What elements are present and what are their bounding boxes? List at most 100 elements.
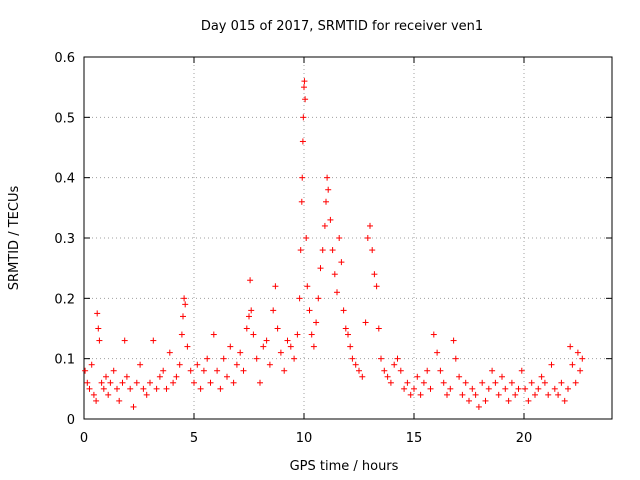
data-point	[512, 391, 519, 398]
data-point	[440, 379, 447, 386]
data-point	[308, 331, 315, 338]
data-point	[394, 355, 401, 362]
x-tick-label: 15	[406, 431, 423, 446]
data-point	[518, 367, 525, 374]
data-point	[345, 331, 351, 338]
data-point	[324, 174, 331, 181]
data-point	[297, 247, 304, 254]
data-point	[574, 349, 581, 356]
data-point	[123, 373, 130, 380]
data-point	[495, 391, 502, 398]
data-point	[317, 265, 324, 272]
data-point	[362, 319, 369, 326]
data-point	[299, 138, 306, 145]
data-point	[260, 343, 267, 350]
data-point	[86, 385, 93, 392]
data-point	[98, 379, 105, 386]
data-point	[414, 373, 421, 380]
data-point	[182, 301, 189, 308]
y-tick-label: 0.6	[54, 51, 75, 66]
data-point	[194, 361, 201, 368]
data-point	[364, 235, 371, 241]
data-point	[107, 379, 114, 386]
data-point	[181, 295, 188, 302]
data-point	[257, 379, 263, 386]
data-point	[338, 259, 345, 266]
data-point	[250, 331, 257, 338]
data-point	[427, 385, 434, 392]
data-point	[294, 331, 301, 338]
data-point	[150, 337, 157, 344]
data-point	[315, 295, 322, 302]
data-point	[538, 373, 545, 380]
data-point	[147, 379, 153, 386]
data-point	[90, 391, 97, 398]
data-point	[579, 355, 586, 362]
data-point	[569, 361, 576, 368]
data-point	[100, 385, 107, 392]
data-point	[220, 355, 227, 362]
data-point	[381, 367, 388, 374]
y-tick-label: 0.4	[54, 172, 75, 187]
data-point	[485, 385, 492, 392]
data-point	[450, 337, 457, 344]
data-point	[137, 361, 144, 368]
data-point	[140, 385, 147, 392]
data-point	[434, 349, 441, 356]
data-point	[378, 355, 384, 362]
data-point	[306, 307, 313, 314]
data-point	[119, 379, 126, 386]
data-point	[373, 283, 380, 290]
data-point	[367, 222, 373, 229]
data-point	[462, 379, 469, 386]
data-point	[472, 391, 479, 398]
y-tick-label: 0.3	[54, 232, 75, 247]
data-point	[401, 385, 408, 392]
data-point	[447, 385, 454, 392]
data-point	[281, 367, 288, 374]
data-point	[93, 397, 100, 404]
chart-title: Day 015 of 2017, SRMTID for receiver ven…	[201, 19, 483, 34]
data-point	[469, 385, 476, 392]
y-axis-label: SRMTID / TECUs	[7, 186, 22, 291]
data-point	[327, 216, 334, 223]
data-point	[558, 379, 565, 386]
data-point	[298, 198, 305, 205]
data-point	[184, 343, 191, 350]
data-point	[170, 379, 177, 386]
data-point	[387, 379, 394, 386]
data-point	[391, 361, 398, 368]
data-point	[502, 385, 509, 392]
data-point	[197, 385, 204, 392]
data-point	[545, 391, 552, 398]
data-point	[528, 379, 535, 386]
data-point	[143, 391, 150, 398]
x-tick-label: 0	[80, 431, 88, 446]
data-point	[105, 391, 112, 398]
data-point	[499, 373, 505, 380]
data-point	[94, 310, 101, 317]
data-point	[482, 397, 489, 404]
data-point	[323, 198, 329, 205]
data-point	[130, 403, 137, 410]
data-point	[296, 295, 303, 302]
data-point	[291, 355, 298, 362]
data-point	[561, 397, 568, 404]
x-tick-label: 20	[516, 431, 533, 446]
data-point	[274, 325, 281, 332]
y-tick-label: 0.5	[54, 111, 75, 126]
data-point	[329, 247, 336, 254]
data-point	[532, 391, 538, 398]
data-point	[284, 337, 291, 344]
data-point	[572, 379, 579, 386]
data-point	[577, 367, 584, 374]
data-point	[246, 313, 252, 320]
data-point	[304, 283, 311, 290]
data-point	[321, 222, 328, 229]
data-point	[334, 289, 340, 296]
data-point	[466, 397, 472, 404]
data-point	[176, 361, 183, 368]
data-point	[525, 397, 532, 404]
data-point	[287, 343, 294, 350]
data-point	[310, 343, 317, 350]
